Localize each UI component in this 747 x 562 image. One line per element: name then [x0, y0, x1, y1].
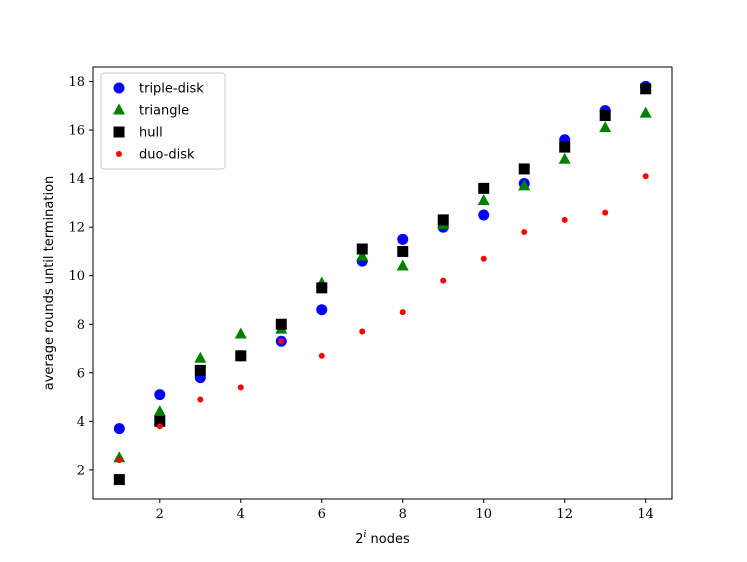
- duo-disk-point: [480, 255, 487, 262]
- y-tick-label: 2: [77, 463, 85, 478]
- y-tick-label: 14: [68, 172, 85, 187]
- x-axis-title-base: 2: [355, 532, 363, 547]
- legend: triple-disk triangle hull duo-disk: [100, 72, 226, 170]
- y-tick-label: 10: [68, 269, 85, 284]
- triangle-point: [558, 152, 571, 164]
- hull-point: [194, 364, 206, 376]
- triangle-point: [234, 327, 247, 339]
- legend-label: triple-disk: [139, 82, 204, 97]
- triangle-point: [194, 351, 207, 363]
- duo-disk-point: [359, 328, 366, 335]
- x-tick-label: 6: [318, 507, 326, 522]
- triangle-point: [639, 106, 652, 118]
- legend-label: hull: [139, 126, 163, 141]
- triangle-point: [477, 193, 490, 205]
- hull-point: [437, 214, 449, 226]
- legend-marker: [113, 126, 125, 138]
- duo-disk-point: [156, 423, 163, 430]
- legend-box: [100, 72, 226, 170]
- triangle-point: [396, 259, 409, 271]
- triple-disk-point: [113, 423, 125, 435]
- plot-area: [113, 80, 652, 486]
- y-tick-label: 6: [77, 366, 85, 381]
- triangle-point: [599, 121, 612, 133]
- series-hull: [113, 83, 652, 486]
- triple-disk-point: [397, 233, 409, 245]
- x-axis-title-suffix: nodes: [366, 532, 410, 547]
- legend-marker: [113, 82, 125, 94]
- duo-disk-point: [237, 384, 244, 391]
- legend-entry: duo-disk: [116, 148, 195, 163]
- legend-label: triangle: [139, 104, 189, 119]
- duo-disk-point: [197, 396, 204, 403]
- x-tick-label: 12: [556, 507, 573, 522]
- legend-entry: triple-disk: [113, 82, 204, 97]
- duo-disk-point: [318, 352, 325, 359]
- legend-entry: triangle: [113, 103, 189, 119]
- duo-disk-point: [399, 309, 406, 316]
- hull-point: [599, 110, 611, 122]
- x-axis-title: 2i nodes: [355, 530, 410, 547]
- y-tick-label: 12: [68, 221, 85, 236]
- y-axis: 2 4 6 8 10 12 14 16 18: [68, 75, 93, 478]
- hull-point: [356, 243, 368, 255]
- triple-disk-point: [478, 209, 490, 221]
- duo-disk-point: [521, 229, 528, 236]
- x-axis: 2 4 6 8 10 12 14: [156, 499, 654, 522]
- hull-point: [397, 245, 409, 257]
- triangle-point: [356, 249, 369, 261]
- x-tick-label: 10: [475, 507, 492, 522]
- triangle-point: [153, 405, 166, 417]
- duo-disk-point: [278, 338, 285, 345]
- triple-disk-point: [154, 389, 166, 401]
- duo-disk-point: [116, 457, 123, 464]
- legend-marker: [113, 103, 125, 115]
- x-tick-label: 8: [399, 507, 407, 522]
- duo-disk-point: [561, 216, 568, 223]
- triple-disk-point: [316, 304, 328, 316]
- y-tick-label: 16: [68, 124, 85, 139]
- hull-point: [235, 350, 247, 362]
- hull-point: [559, 141, 571, 153]
- hull-point: [640, 83, 652, 95]
- hull-point: [154, 415, 166, 427]
- y-tick-label: 18: [68, 75, 85, 90]
- duo-disk-point: [602, 209, 609, 216]
- legend-marker: [116, 151, 122, 157]
- x-tick-label: 2: [156, 507, 164, 522]
- series-duo-disk: [116, 173, 649, 464]
- x-axis-title-superscript: i: [364, 530, 367, 540]
- hull-point: [316, 282, 328, 294]
- x-tick-label: 4: [237, 507, 245, 522]
- hull-point: [518, 163, 530, 175]
- axes-frame: [92, 66, 673, 500]
- legend-label: duo-disk: [139, 148, 195, 163]
- duo-disk-point: [440, 277, 447, 284]
- hull-point: [478, 182, 490, 194]
- duo-disk-point: [642, 173, 649, 180]
- y-tick-label: 8: [77, 318, 85, 333]
- hull-point: [113, 474, 125, 486]
- triangle-point: [113, 451, 126, 463]
- y-axis-title: average rounds until termination: [42, 176, 57, 391]
- legend-entry: hull: [113, 126, 163, 141]
- hull-point: [275, 318, 287, 330]
- x-tick-label: 14: [637, 507, 654, 522]
- triangle-point: [518, 179, 531, 191]
- y-tick-label: 4: [77, 415, 85, 430]
